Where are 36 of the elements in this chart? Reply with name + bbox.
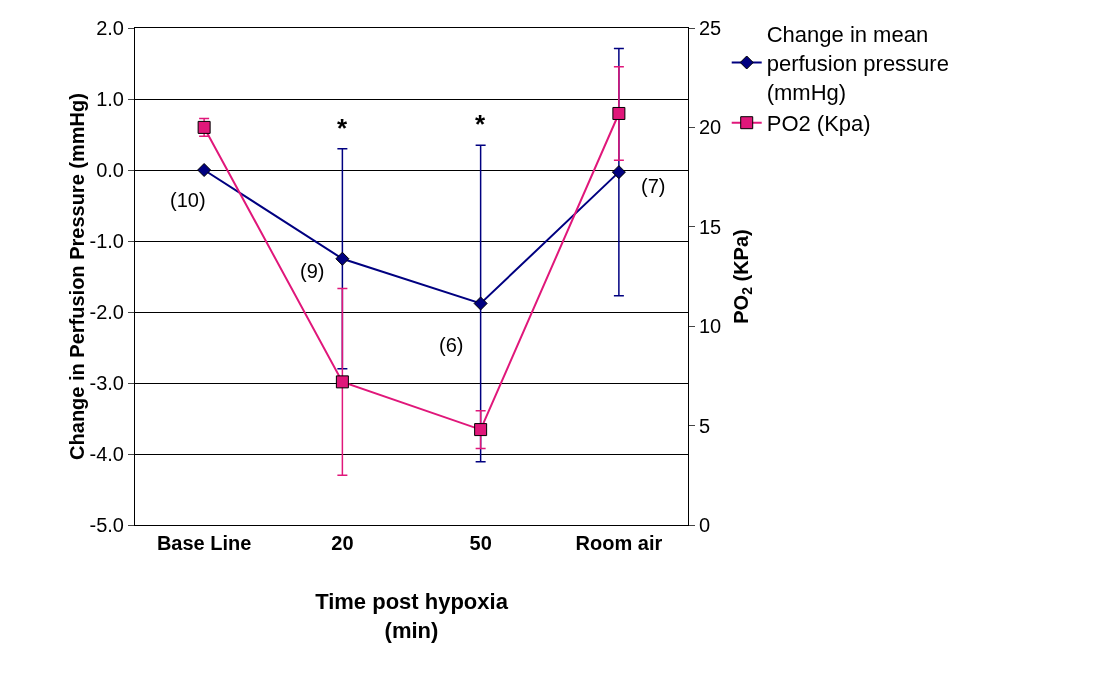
y-tick-label: 0.0 (96, 159, 124, 181)
y-tick-label: -5.0 (89, 514, 124, 536)
point (473, 296, 488, 311)
annotation: (9) (300, 260, 325, 282)
point (612, 106, 626, 120)
point (335, 375, 349, 389)
annotation: (7) (641, 175, 666, 197)
x-tick-label: 20 (331, 532, 354, 554)
y2-tick-label: 0 (699, 514, 711, 536)
x-axis-title: Time post hypoxia (min) (315, 588, 509, 643)
annotation: (6) (439, 334, 464, 356)
x-tick-label: 50 (469, 532, 492, 554)
y-tick-label: -1.0 (89, 230, 124, 252)
y-axis-title: Change in Perfusion Pressure (mmHg) (65, 93, 88, 460)
annotation: * (337, 113, 348, 143)
point (335, 251, 350, 266)
y-tick-label: -3.0 (89, 372, 124, 394)
annotation: * (475, 109, 486, 139)
point (474, 423, 488, 437)
legend-label: Change in mean perfusion pressure (mmHg) (766, 22, 949, 105)
y-tick-label: -4.0 (89, 443, 124, 465)
x-tick-label: Base Line (156, 532, 252, 554)
y2-tick-label: 10 (699, 315, 722, 338)
point (197, 163, 212, 177)
y2-tick-label: 20 (699, 116, 722, 139)
x-tick-label: Room air (575, 532, 663, 554)
y2-tick-label: 15 (699, 215, 722, 238)
y-tick-label: 1.0 (96, 88, 124, 110)
legend-label: PO2 (Kpa) (766, 111, 871, 137)
y-tick-label: 2.0 (96, 17, 124, 39)
point (197, 120, 211, 134)
y2-tick-label: 25 (699, 17, 722, 39)
point (611, 165, 626, 180)
annotation: (10) (170, 189, 206, 211)
y2-tick-label: 5 (699, 414, 711, 437)
y-tick-label: -2.0 (89, 301, 124, 323)
